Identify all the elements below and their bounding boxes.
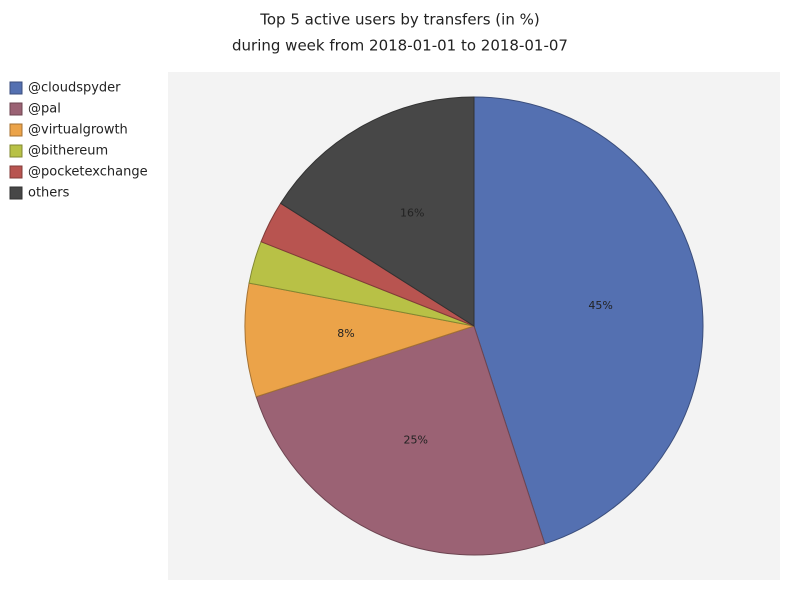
legend-label: @virtualgrowth xyxy=(28,123,128,138)
legend-swatch xyxy=(9,165,23,179)
data-label: 25% xyxy=(404,433,428,446)
legend-swatch xyxy=(9,186,23,200)
legend-label: @cloudspyder xyxy=(28,81,121,96)
chart-subtitle: during week from 2018-01-01 to 2018-01-0… xyxy=(232,37,568,55)
legend-label: @pocketexchange xyxy=(28,165,148,180)
pie-slice xyxy=(279,96,475,327)
data-label: 8% xyxy=(337,327,354,340)
legend-label: @pal xyxy=(28,102,61,117)
pie-slice xyxy=(255,325,546,556)
data-label: 45% xyxy=(588,299,612,312)
legend-swatch xyxy=(9,144,23,158)
chart-title: Top 5 active users by transfers (in %) xyxy=(259,11,539,29)
pie-slice xyxy=(473,96,704,545)
legend-label: others xyxy=(28,186,70,201)
legend-label: @bithereum xyxy=(28,144,108,159)
data-label: 16% xyxy=(400,207,424,220)
pie-slice xyxy=(244,282,475,398)
legend-swatch xyxy=(9,102,23,116)
legend-swatch xyxy=(9,123,23,137)
legend-swatch xyxy=(9,81,23,95)
